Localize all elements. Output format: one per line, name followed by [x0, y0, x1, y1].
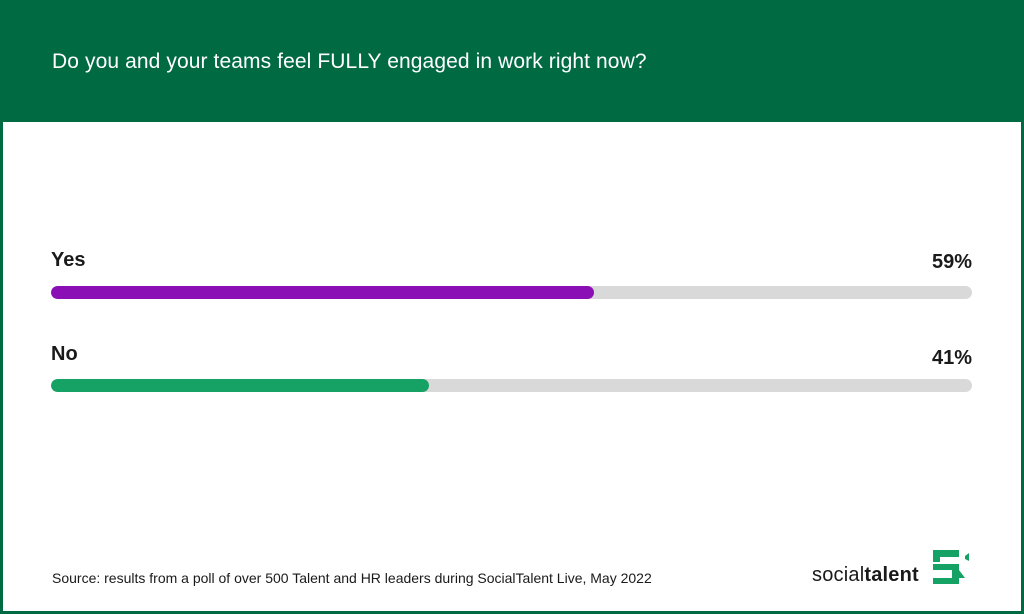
bar-fill-no — [51, 379, 429, 392]
source-note: Source: results from a poll of over 500 … — [52, 570, 652, 586]
chart-title: Do you and your teams feel FULLY engaged… — [52, 50, 647, 73]
bar-value-yes: 59% — [931, 251, 972, 273]
bar-label-no: No — [51, 343, 78, 365]
bar-value-no: 41% — [931, 347, 972, 369]
socialtalent-chat-icon — [933, 550, 969, 584]
bar-label-yes: Yes — [51, 249, 86, 271]
bar-track-yes — [51, 286, 972, 299]
bar-track-no — [51, 379, 972, 392]
logo-text-bold: talent — [864, 564, 919, 586]
header-banner: Do you and your teams feel FULLY engaged… — [0, 0, 1024, 122]
logo-text-regular: social — [812, 564, 865, 586]
socialtalent-logo: socialtalent — [812, 548, 982, 588]
logo-wordmark: socialtalent — [812, 564, 919, 587]
bar-fill-yes — [51, 286, 595, 299]
